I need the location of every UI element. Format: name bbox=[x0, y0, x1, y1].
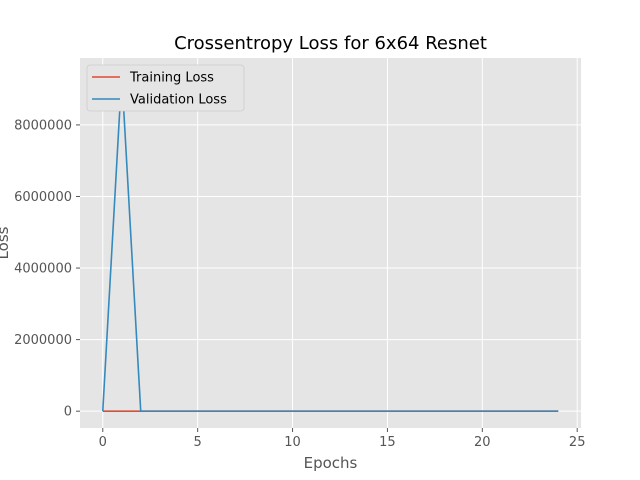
x-tick-label: 0 bbox=[99, 435, 107, 450]
y-tick-label: 6000000 bbox=[14, 190, 72, 205]
y-tick-label: 0 bbox=[64, 405, 72, 420]
legend-label: Training Loss bbox=[129, 71, 214, 86]
legend-label: Validation Loss bbox=[130, 93, 227, 108]
y-axis-label: Loss bbox=[0, 226, 12, 259]
x-tick-label: 25 bbox=[569, 435, 586, 450]
y-tick-label: 4000000 bbox=[14, 262, 72, 277]
y-tick-label: 2000000 bbox=[14, 333, 72, 348]
series-lines bbox=[101, 74, 559, 412]
legend-box bbox=[86, 64, 245, 112]
plot-area bbox=[80, 58, 581, 428]
x-axis-label: Epochs bbox=[304, 454, 358, 472]
x-tick-label: 10 bbox=[284, 435, 301, 450]
y-tick-label: 8000000 bbox=[14, 118, 72, 133]
chart-title: Crossentropy Loss for 6x64 Resnet bbox=[174, 33, 487, 54]
x-tick-label: 15 bbox=[379, 435, 396, 450]
series-line-1 bbox=[101, 74, 559, 412]
legend: Training Loss Validation Loss bbox=[86, 64, 245, 112]
axes: 0 5 10 15 20 25 0 2000000 4000000 6000000 8000000 bbox=[14, 118, 585, 450]
x-tick-label: 20 bbox=[474, 435, 491, 450]
x-tick-label: 5 bbox=[194, 435, 202, 450]
